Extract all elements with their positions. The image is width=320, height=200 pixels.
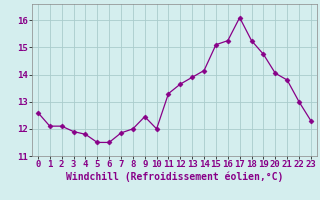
X-axis label: Windchill (Refroidissement éolien,°C): Windchill (Refroidissement éolien,°C)	[66, 172, 283, 182]
